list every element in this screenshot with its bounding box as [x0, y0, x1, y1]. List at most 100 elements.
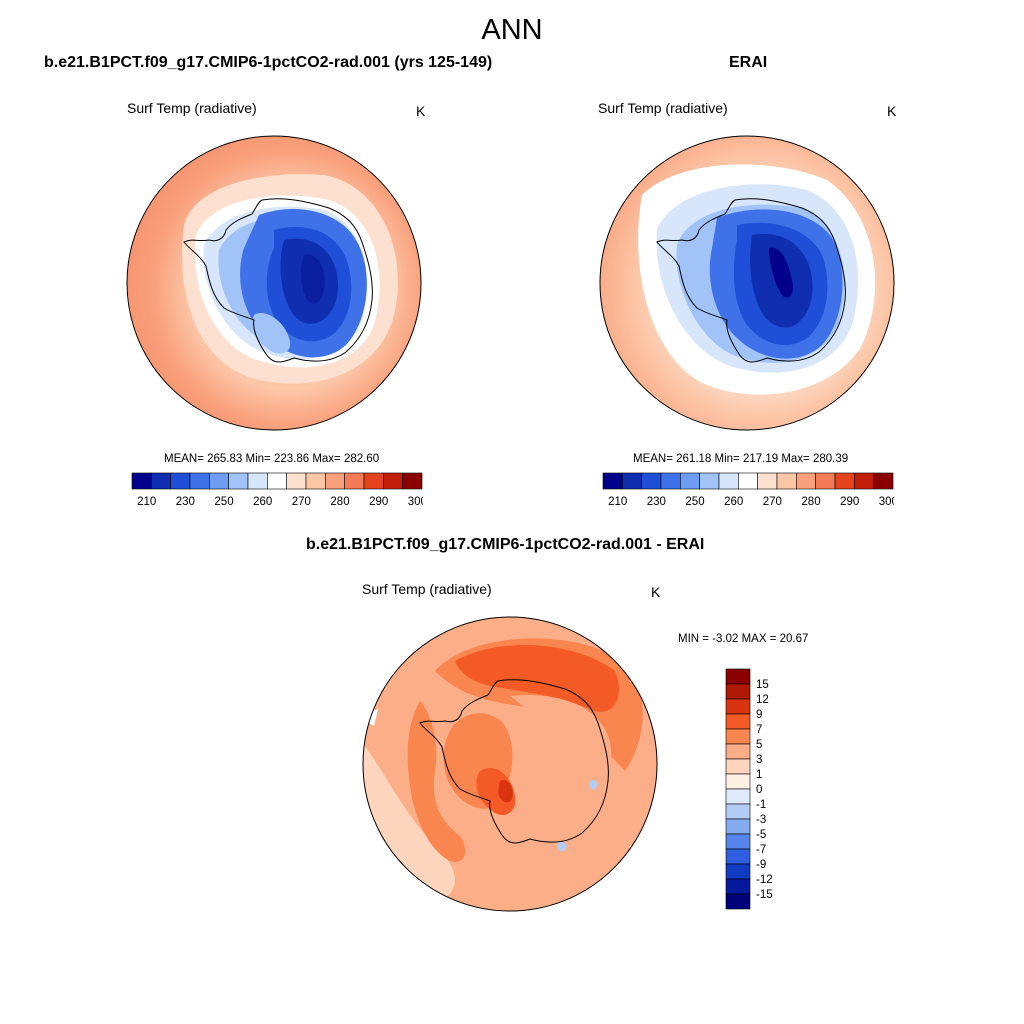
panel-2-colorbar-box — [834, 472, 855, 490]
panel-2-colorbar-box — [622, 472, 642, 490]
panel-3-coastline — [419, 679, 609, 844]
panel-1-variable: Surf Temp (radiative) — [127, 100, 257, 116]
panel-3-colorbar-box — [725, 668, 751, 685]
panel-2-colorbar-box — [718, 472, 739, 490]
panel-1-colorbar-label: 280 — [330, 496, 349, 508]
panel-2-colorbar-box — [757, 472, 778, 490]
panel-1-colorbar-label: 210 — [137, 496, 156, 508]
panel-2-colorbar-box — [738, 472, 758, 490]
panel-3-colorbar: 15 12 9 7 5 3 1 0 -1 -3 -5 -7 -9 -12 -15 — [725, 668, 773, 910]
panel-2-colorbar-label: 260 — [724, 496, 743, 508]
panel-2-variable: Surf Temp (radiative) — [598, 100, 728, 116]
panel-1-colorbar-box — [305, 472, 326, 490]
panel-1-colorbar: 210 230 250 260 270 280 290 300 — [131, 472, 423, 508]
panel-2-colorbar: 210 230 250 260 270 280 290 300 — [602, 472, 894, 508]
panel-2-colorbar-label: 230 — [647, 496, 666, 508]
panel-3-colorbar-label: -5 — [756, 829, 766, 841]
panel-1-colorbar-box — [189, 472, 210, 490]
panel-2-colorbar-label: 270 — [763, 496, 782, 508]
panel-1-units: K — [416, 103, 426, 119]
panel-1-colorbar-box — [170, 472, 191, 490]
panel-3-map — [362, 616, 658, 912]
panel-1-colorbar-label: 300 — [408, 496, 423, 508]
panel-1-field — [127, 136, 421, 430]
panel-2-title: ERAI — [729, 54, 768, 71]
panel-3-field — [363, 617, 657, 911]
panel-3-colorbar-box — [725, 833, 751, 850]
panel-2-field — [600, 136, 894, 430]
panel-2-colorbar-label: 210 — [608, 496, 627, 508]
panel-2-colorbar-box — [680, 472, 700, 490]
panel-1-map-border — [126, 135, 422, 431]
panel-1-colorbar-label: 260 — [253, 496, 272, 508]
panel-3-colorbar-label: 1 — [756, 769, 762, 781]
panel-1-colorbar-label: 290 — [369, 496, 388, 508]
panel-3-colorbar-box — [725, 683, 751, 700]
panel-2-colorbar-box — [641, 472, 662, 490]
panel-1-colorbar-box — [402, 472, 423, 490]
panel-3-colorbar-box — [725, 773, 751, 790]
panel-3-colorbar-label: -9 — [756, 859, 766, 871]
panel-1-colorbar-box — [383, 472, 403, 490]
panel-3-map-border — [362, 616, 658, 912]
panel-2-coastline — [656, 198, 846, 363]
panel-3-colorbar-label: 12 — [756, 694, 769, 706]
panel-3-variable: Surf Temp (radiative) — [362, 581, 492, 597]
panel-1-coastline — [183, 198, 373, 363]
panel-2-colorbar-box — [854, 472, 874, 490]
panel-1-colorbar-box — [325, 472, 345, 490]
panel-2-colorbar-label: 300 — [879, 496, 894, 508]
panel-1-colorbar-box — [363, 472, 384, 490]
panel-1-colorbar-box — [151, 472, 171, 490]
panel-1-colorbar-box — [131, 472, 152, 490]
panel-3-colorbar-box — [725, 728, 751, 745]
panel-2-colorbar-label: 280 — [801, 496, 820, 508]
panel-1-colorbar-box — [228, 472, 249, 490]
panel-2-colorbar-box — [660, 472, 681, 490]
panel-3-colorbar-box — [725, 863, 751, 880]
panel-1-colorbar-box — [267, 472, 287, 490]
panel-3-colorbar-box — [725, 743, 751, 760]
panel-3-colorbar-label: -3 — [756, 814, 766, 826]
panel-2-colorbar-box — [699, 472, 720, 490]
panel-3-units: K — [651, 584, 661, 600]
panel-2-map — [599, 135, 895, 431]
panel-2-stats: MEAN= 261.18 Min= 217.19 Max= 280.39 — [633, 453, 849, 465]
panel-2-units: K — [887, 103, 897, 119]
panel-3-colorbar-label: -1 — [756, 799, 766, 811]
panel-3-colorbar-label: 7 — [756, 724, 762, 736]
page-title: ANN — [481, 14, 543, 46]
panel-3-colorbar-label: 0 — [756, 784, 762, 796]
panel-3-colorbar-box — [725, 713, 751, 730]
panel-3-colorbar-box — [725, 803, 751, 820]
panel-2-map-border — [599, 135, 895, 431]
panel-1-colorbar-label: 230 — [176, 496, 195, 508]
panel-3-colorbar-label: 15 — [756, 679, 769, 691]
panel-2-colorbar-label: 290 — [840, 496, 859, 508]
panel-1-map — [126, 135, 422, 431]
panel-1-colorbar-box — [286, 472, 307, 490]
panel-2-colorbar-box — [776, 472, 797, 490]
panel-2-colorbar-label: 250 — [685, 496, 704, 508]
panel-3-colorbar-label: 9 — [756, 709, 762, 721]
panel-1-colorbar-label: 270 — [292, 496, 311, 508]
panel-3-colorbar-label: -12 — [756, 874, 773, 886]
panel-3-colorbar-label: -7 — [756, 844, 766, 856]
panel-1-colorbar-box — [247, 472, 268, 490]
panel-1-colorbar-label: 250 — [214, 496, 233, 508]
panel-3-colorbar-box — [725, 698, 751, 715]
panel-3-colorbar-label: 5 — [756, 739, 762, 751]
panel-1-colorbar-box — [209, 472, 229, 490]
panel-3-colorbar-box — [725, 848, 751, 865]
panel-2-colorbar-box — [796, 472, 816, 490]
panel-3-colorbar-label: 3 — [756, 754, 762, 766]
panel-3-colorbar-label: -15 — [756, 889, 773, 901]
panel-3-colorbar-box — [725, 788, 751, 805]
panel-3-colorbar-box — [725, 818, 751, 835]
panel-3-colorbar-box — [725, 893, 751, 910]
panel-3-colorbar-box — [725, 758, 751, 775]
panel-2-colorbar-box — [602, 472, 623, 490]
panel-1-title: b.e21.B1PCT.f09_g17.CMIP6-1pctCO2-rad.00… — [44, 54, 493, 71]
panel-3-colorbar-box — [725, 878, 751, 895]
panel-3-stats: MIN = -3.02 MAX = 20.67 — [678, 633, 809, 645]
